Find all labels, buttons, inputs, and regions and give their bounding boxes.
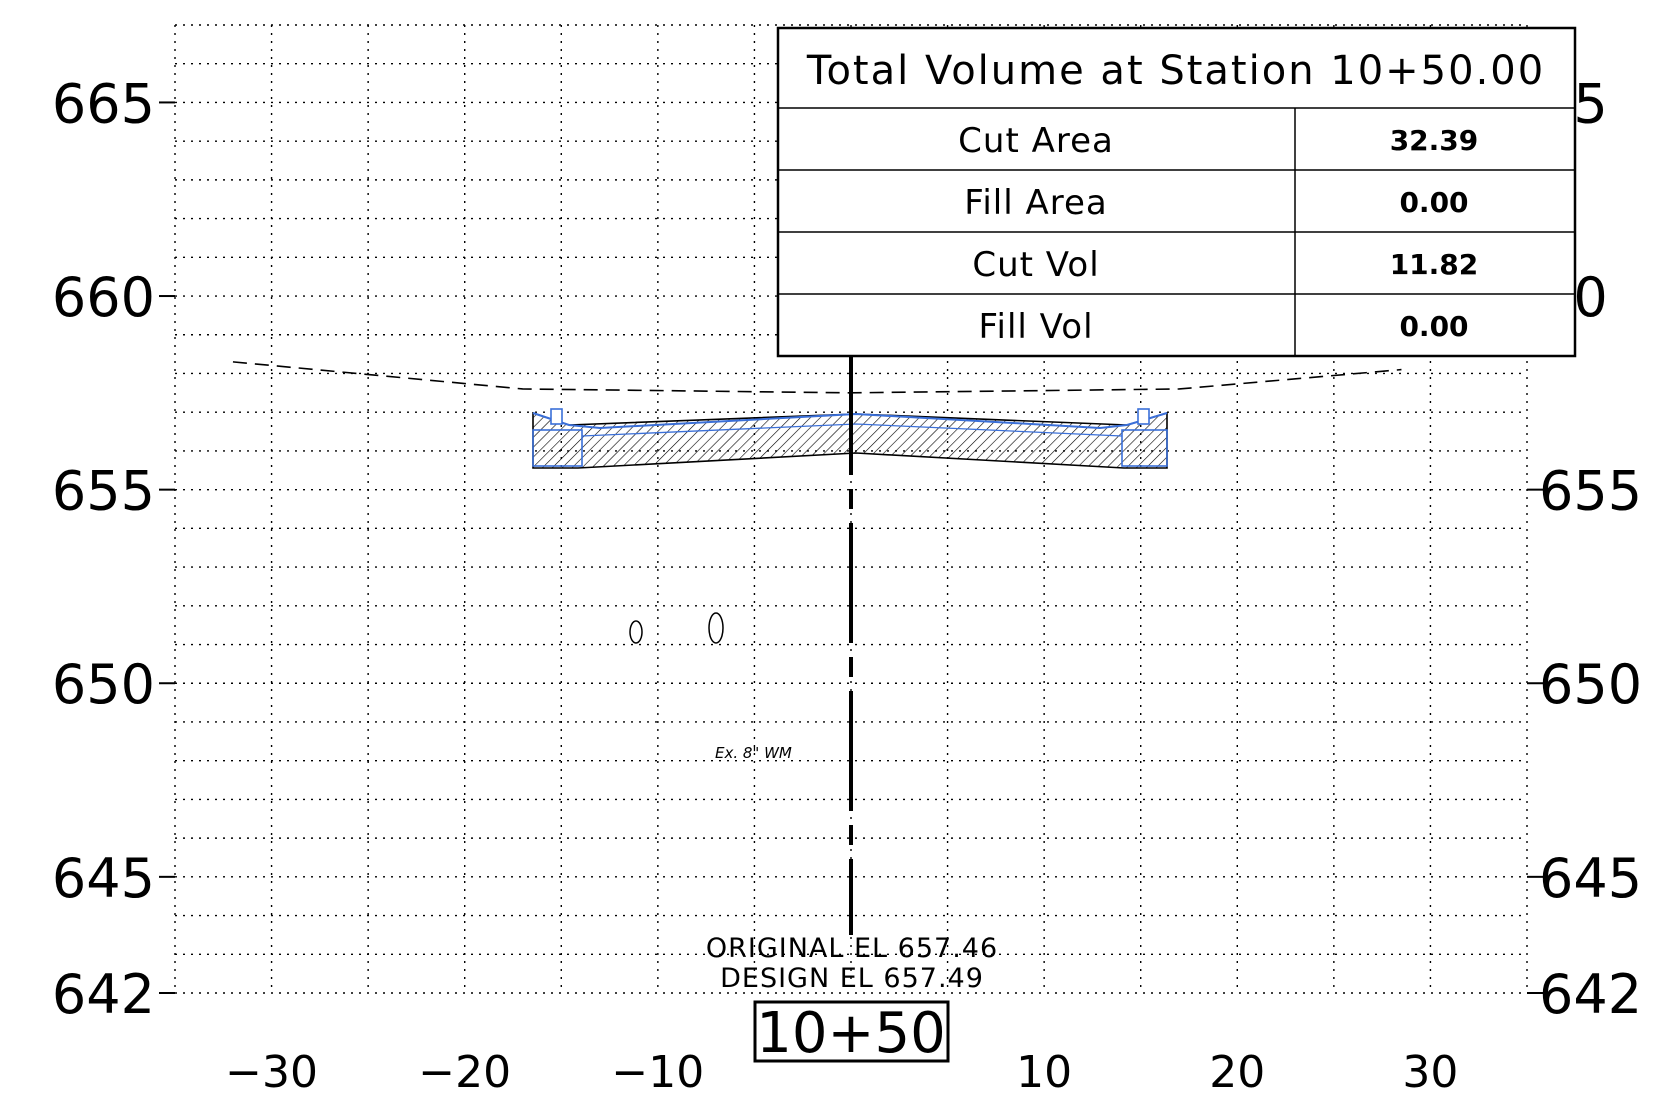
station-box xyxy=(753,1000,950,1063)
x-tick-label: 10 xyxy=(1016,1047,1072,1098)
y-tick-label-left: 660 xyxy=(52,266,155,329)
curb-base-left xyxy=(532,429,583,467)
water-main: Ex. 8" WM xyxy=(629,612,792,762)
y-tick-label-right: 655 xyxy=(1539,460,1642,523)
pipe-2 xyxy=(708,612,724,644)
row-value-fill-vol: 0.00 xyxy=(1399,310,1468,343)
pipe-label: Ex. 8" WM xyxy=(715,744,792,762)
y-axis-left: 665 660 655 650 645 642 xyxy=(52,72,155,1026)
row-label-fill-area: Fill Area xyxy=(964,183,1107,223)
y-tick-label-left: 642 xyxy=(52,963,155,1026)
row-value-fill-area: 0.00 xyxy=(1399,186,1468,219)
station-label: 10+50 xyxy=(756,1001,945,1066)
x-tick-label: 30 xyxy=(1402,1047,1458,1098)
y-tick-label-left: 665 xyxy=(52,72,155,135)
x-tick-label: −10 xyxy=(611,1047,704,1098)
y-tick-label-right: 645 xyxy=(1539,847,1642,910)
y-tick-label-left: 650 xyxy=(52,653,155,716)
curb-right xyxy=(1137,408,1150,425)
y-tick-label-right: 642 xyxy=(1539,963,1642,1026)
x-axis: −30 −20 −10 10 20 30 xyxy=(225,1047,1458,1098)
original-elevation: ORIGINAL EL 657.46 xyxy=(706,933,998,964)
volume-table-frame xyxy=(776,26,1577,358)
design-surface-line xyxy=(532,412,1168,430)
original-ground-line xyxy=(232,361,1402,394)
base-course-line xyxy=(581,423,1123,437)
curb-base-right xyxy=(1121,429,1168,467)
volume-table: Total Volume at Station 10+50.00 Cut Are… xyxy=(776,26,1577,358)
x-tick-label: 20 xyxy=(1209,1047,1265,1098)
row-value-cut-vol: 11.82 xyxy=(1390,248,1479,281)
curb-left xyxy=(550,408,563,425)
y-tick-label-right: 650 xyxy=(1539,653,1642,716)
y-tick-label-left: 645 xyxy=(52,847,155,910)
x-tick-label: −20 xyxy=(418,1047,511,1098)
row-label-cut-vol: Cut Vol xyxy=(972,245,1099,285)
volume-table-title: Total Volume at Station 10+50.00 xyxy=(806,48,1545,94)
x-tick-label: −30 xyxy=(225,1047,318,1098)
y-tick-label-left: 655 xyxy=(52,460,155,523)
design-elevation: DESIGN EL 657.49 xyxy=(720,963,984,994)
pipe-1 xyxy=(629,620,643,644)
row-label-fill-vol: Fill Vol xyxy=(978,307,1093,347)
row-value-cut-area: 32.39 xyxy=(1390,124,1479,157)
row-label-cut-area: Cut Area xyxy=(958,121,1114,161)
